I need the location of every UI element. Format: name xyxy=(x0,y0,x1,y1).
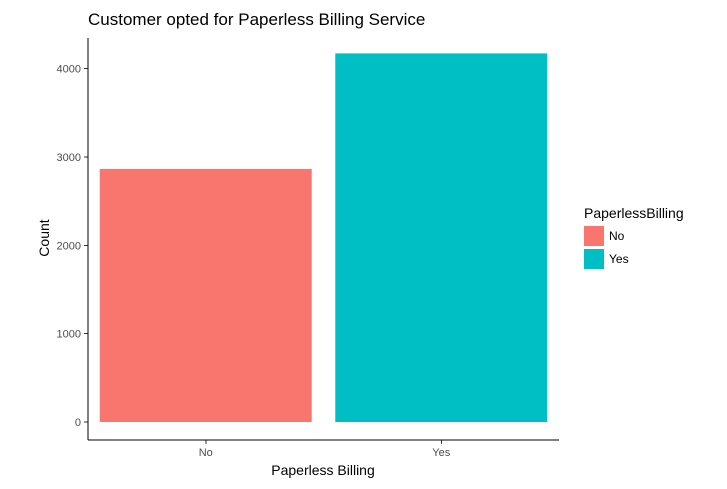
legend-title: PaperlessBilling xyxy=(584,205,684,221)
y-tick-label-1000: 1000 xyxy=(57,329,81,341)
legend-swatch-yes xyxy=(584,249,604,269)
x-tick-label-no: No xyxy=(199,447,213,459)
legend-label-yes: Yes xyxy=(609,252,629,266)
ticks-layer: No Yes 0 1000 2000 3000 4000 xyxy=(57,64,451,459)
y-tick-label-0: 0 xyxy=(75,417,81,429)
y-tick-label-3000: 3000 xyxy=(57,152,81,164)
x-axis-title: Paperless Billing xyxy=(271,462,375,478)
bar-no xyxy=(99,168,312,422)
bar-yes xyxy=(335,53,548,423)
chart-title: Customer opted for Paperless Billing Ser… xyxy=(88,10,425,29)
bars-layer xyxy=(99,53,548,423)
x-tick-label-yes: Yes xyxy=(432,447,450,459)
legend-label-no: No xyxy=(609,229,625,243)
y-axis-title: Count xyxy=(36,219,52,256)
legend: PaperlessBilling No Yes xyxy=(584,205,684,269)
y-tick-label-4000: 4000 xyxy=(57,64,81,76)
y-tick-label-2000: 2000 xyxy=(57,240,81,252)
legend-swatch-no xyxy=(584,226,604,246)
